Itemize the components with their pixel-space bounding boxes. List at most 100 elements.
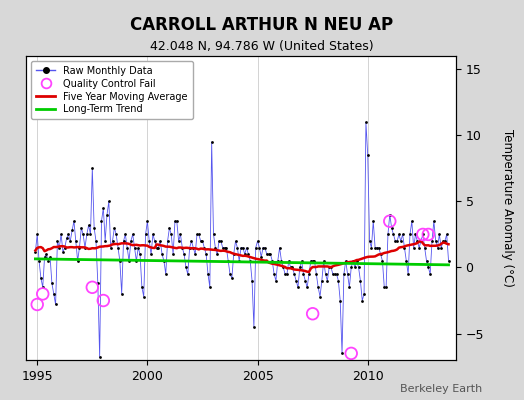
Point [158,251,166,258]
Point [351,264,359,271]
Point [243,244,251,251]
Point [101,238,110,244]
Point [136,251,144,258]
Point [216,238,225,244]
Point [281,271,289,277]
Point [312,271,321,277]
Point [411,231,420,238]
Point [301,278,310,284]
Point [106,244,115,251]
Point [365,238,374,244]
Point [327,264,335,271]
Point [398,231,407,238]
Point [397,238,405,244]
Point [208,139,216,145]
Point [128,231,137,238]
Point [178,244,187,251]
Point [55,244,63,251]
Point [347,264,355,271]
Point [119,238,128,244]
Point [81,244,89,251]
Point [415,244,423,251]
Point [233,244,242,251]
Point [154,244,162,251]
Point [441,238,449,244]
Point [400,244,409,251]
Point [375,244,383,251]
Point [369,218,377,224]
Point [391,238,399,244]
Point [205,284,214,290]
Point [174,238,183,244]
Point [97,218,106,224]
Point [224,258,232,264]
Point [417,238,425,244]
Point [334,278,343,284]
Point [413,238,421,244]
Point [39,284,47,290]
Point [77,225,85,231]
Point [406,231,414,238]
Text: CARROLL ARTHUR N NEU AP: CARROLL ARTHUR N NEU AP [130,16,394,34]
Point [431,238,440,244]
Point [116,258,124,264]
Point [51,301,60,308]
Point [68,227,77,234]
Point [121,231,129,238]
Point [167,231,176,238]
Point [439,238,447,244]
Point [360,291,368,297]
Point [259,244,267,251]
Point [139,293,148,300]
Point [239,244,247,251]
Point [255,244,264,251]
Point [95,354,104,360]
Point [110,225,118,231]
Point [73,258,82,264]
Point [345,284,354,290]
Point [287,264,295,271]
Point [152,244,161,251]
Point [347,350,355,356]
Point [329,271,337,277]
Point [44,258,52,264]
Point [387,225,396,231]
Point [303,284,311,290]
Point [213,251,221,258]
Point [272,278,280,284]
Point [171,218,179,224]
Point [42,251,51,258]
Point [46,254,54,260]
Point [99,297,107,304]
Point [428,238,436,244]
Point [367,244,376,251]
Point [191,251,199,258]
Point [72,238,80,244]
Point [232,238,240,244]
Point [283,271,291,277]
Point [241,251,249,258]
Point [143,218,151,224]
Point [276,244,284,251]
Point [409,244,418,251]
Point [386,218,394,224]
Point [393,238,401,244]
Point [130,244,139,251]
Point [292,278,300,284]
Point [75,244,84,251]
Point [150,238,159,244]
Point [364,152,372,158]
Point [261,244,269,251]
Point [332,271,341,277]
Point [176,231,184,238]
Point [196,238,205,244]
Point [40,254,49,260]
Point [338,350,346,356]
Point [419,231,427,238]
Point [257,254,266,260]
Point [285,258,293,264]
Point [382,284,390,290]
Point [244,251,253,258]
Point [33,301,41,308]
Point [84,222,93,228]
